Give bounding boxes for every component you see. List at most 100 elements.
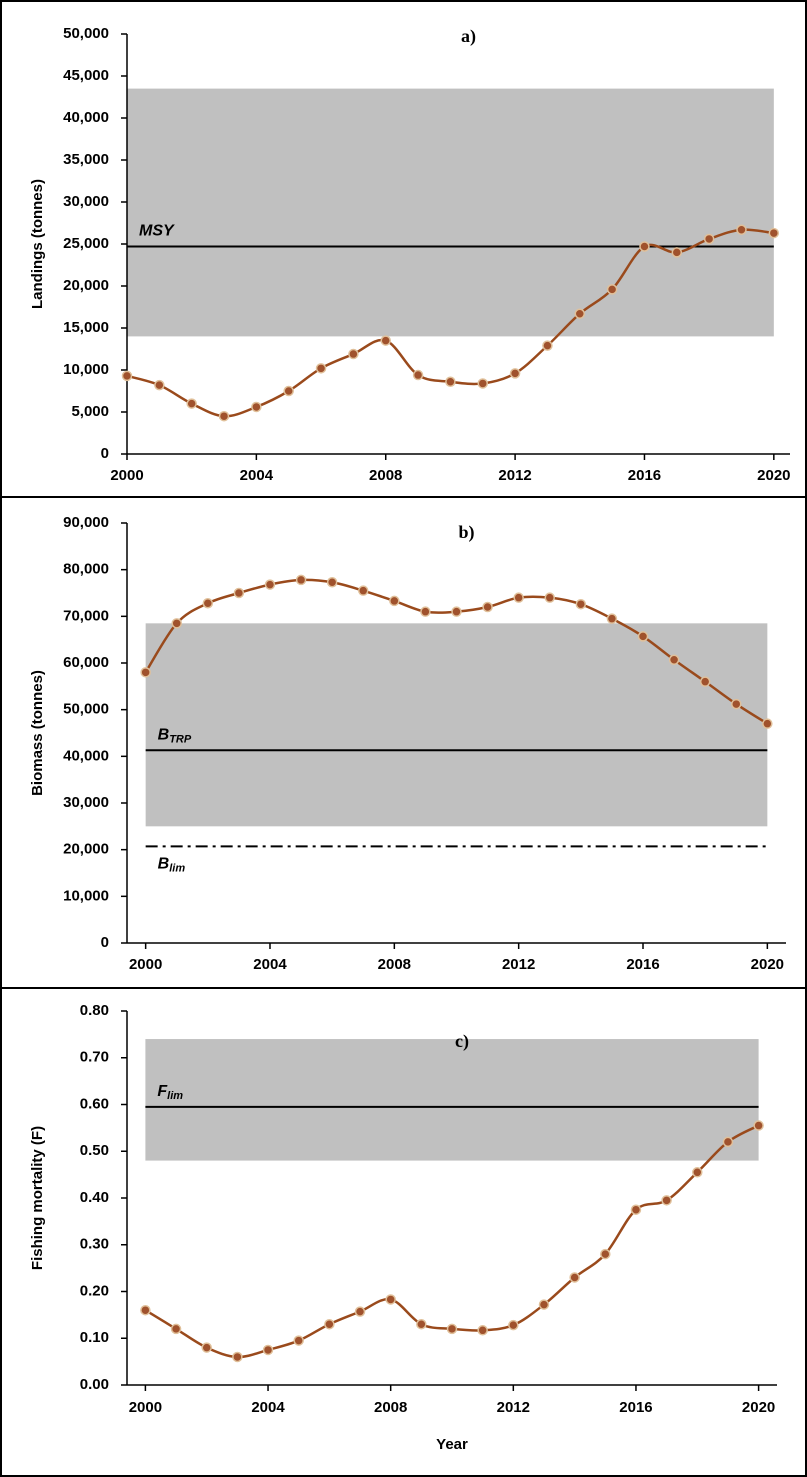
data-point: [699, 676, 711, 687]
y-tick-label: 10,000: [63, 361, 109, 378]
data-point: [762, 718, 773, 729]
data-point: [600, 1248, 611, 1260]
data-point: [482, 601, 493, 613]
data-point: [637, 631, 649, 642]
data-point: [451, 606, 462, 617]
y-tick-label: 60,000: [63, 654, 109, 671]
data-point: [262, 1344, 274, 1356]
panel-title: a): [461, 26, 476, 47]
data-point: [606, 613, 618, 624]
data-point: [385, 1294, 396, 1305]
data-point: [736, 224, 747, 235]
data-point: [722, 1136, 734, 1148]
y-axis-title: Landings (tonnes): [29, 179, 46, 309]
data-point: [201, 1342, 212, 1353]
data-point: [538, 1299, 550, 1310]
data-point: [477, 378, 489, 389]
x-tick-label: 2020: [742, 1399, 775, 1416]
data-point: [171, 618, 182, 629]
data-point: [416, 1318, 427, 1330]
x-tick-label: 2016: [619, 1399, 652, 1416]
data-point: [389, 595, 400, 607]
data-point: [354, 1306, 366, 1317]
panel-title: b): [458, 522, 474, 543]
data-point: [768, 227, 780, 239]
x-tick-label: 2012: [502, 956, 535, 973]
reference-label: Flim: [157, 1083, 183, 1102]
panel-title: c): [455, 1031, 469, 1052]
x-tick-label: 2012: [497, 1399, 530, 1416]
y-tick-label: 90,000: [63, 514, 109, 531]
y-tick-label: 0: [101, 445, 109, 462]
y-tick-label: 50,000: [63, 701, 109, 718]
data-point: [753, 1120, 764, 1131]
y-tick-label: 10,000: [63, 887, 109, 904]
y-tick-label: 35,000: [63, 151, 109, 168]
reference-name: B: [158, 726, 170, 743]
data-point: [357, 585, 369, 596]
x-tick-label: 2020: [757, 467, 790, 484]
data-point: [412, 369, 424, 381]
reference-subscript: TRP: [169, 733, 192, 745]
reference-band: [145, 1039, 759, 1161]
data-point: [233, 587, 245, 599]
x-tick-label: 2020: [751, 956, 784, 973]
y-tick-label: 0.10: [80, 1329, 109, 1346]
reference-band: [145, 623, 768, 827]
data-point: [202, 598, 214, 609]
x-tick-label: 2000: [110, 467, 143, 484]
y-axis-title: Biomass (tonnes): [29, 670, 46, 796]
y-tick-label: 45,000: [63, 67, 109, 84]
x-tick-label: 2004: [253, 956, 287, 973]
y-tick-label: 80,000: [63, 561, 109, 578]
data-point: [446, 1323, 458, 1335]
y-axis-title: Fishing mortality (F): [29, 1126, 46, 1270]
data-point: [509, 368, 521, 379]
y-tick-label: 0.50: [80, 1142, 109, 1159]
data-point: [668, 654, 680, 665]
y-tick-label: 0.40: [80, 1189, 109, 1206]
data-point: [569, 1272, 580, 1283]
y-tick-label: 25,000: [63, 235, 109, 252]
y-tick-label: 0.70: [80, 1049, 109, 1066]
y-tick-label: 50,000: [63, 25, 109, 42]
y-tick-label: 5,000: [71, 403, 109, 420]
data-point: [445, 376, 456, 388]
reference-name: MSY: [139, 223, 175, 240]
x-tick-label: 2004: [251, 1399, 285, 1416]
data-point: [703, 233, 715, 245]
y-tick-label: 40,000: [63, 109, 109, 126]
x-tick-label: 2016: [626, 956, 659, 973]
data-point: [606, 284, 618, 295]
x-tick-label: 2000: [129, 1399, 162, 1416]
data-point: [477, 1325, 488, 1336]
data-point: [692, 1167, 703, 1178]
reference-label: BTRP: [158, 726, 192, 745]
reference-label: Blim: [158, 856, 186, 875]
data-point: [630, 1204, 642, 1215]
x-tick-label: 2004: [240, 467, 274, 484]
y-tick-label: 0.30: [80, 1236, 109, 1253]
data-point: [121, 370, 133, 382]
data-point: [154, 379, 165, 391]
data-point: [639, 241, 650, 252]
data-point: [348, 348, 359, 360]
data-point: [264, 579, 276, 590]
y-tick-label: 0.80: [80, 1002, 109, 1019]
y-tick-label: 30,000: [63, 794, 109, 811]
data-point: [293, 1335, 304, 1346]
data-point: [140, 1304, 151, 1316]
data-point: [544, 592, 556, 603]
data-point: [661, 1195, 672, 1206]
x-tick-label: 2008: [369, 467, 402, 484]
data-point: [513, 592, 524, 603]
data-point: [324, 1318, 335, 1330]
reference-label: MSY: [139, 223, 175, 240]
x-axis-title: Year: [436, 1436, 468, 1453]
y-tick-label: 20,000: [63, 277, 109, 294]
y-tick-label: 20,000: [63, 841, 109, 858]
data-point: [218, 410, 230, 422]
data-point: [420, 606, 431, 617]
